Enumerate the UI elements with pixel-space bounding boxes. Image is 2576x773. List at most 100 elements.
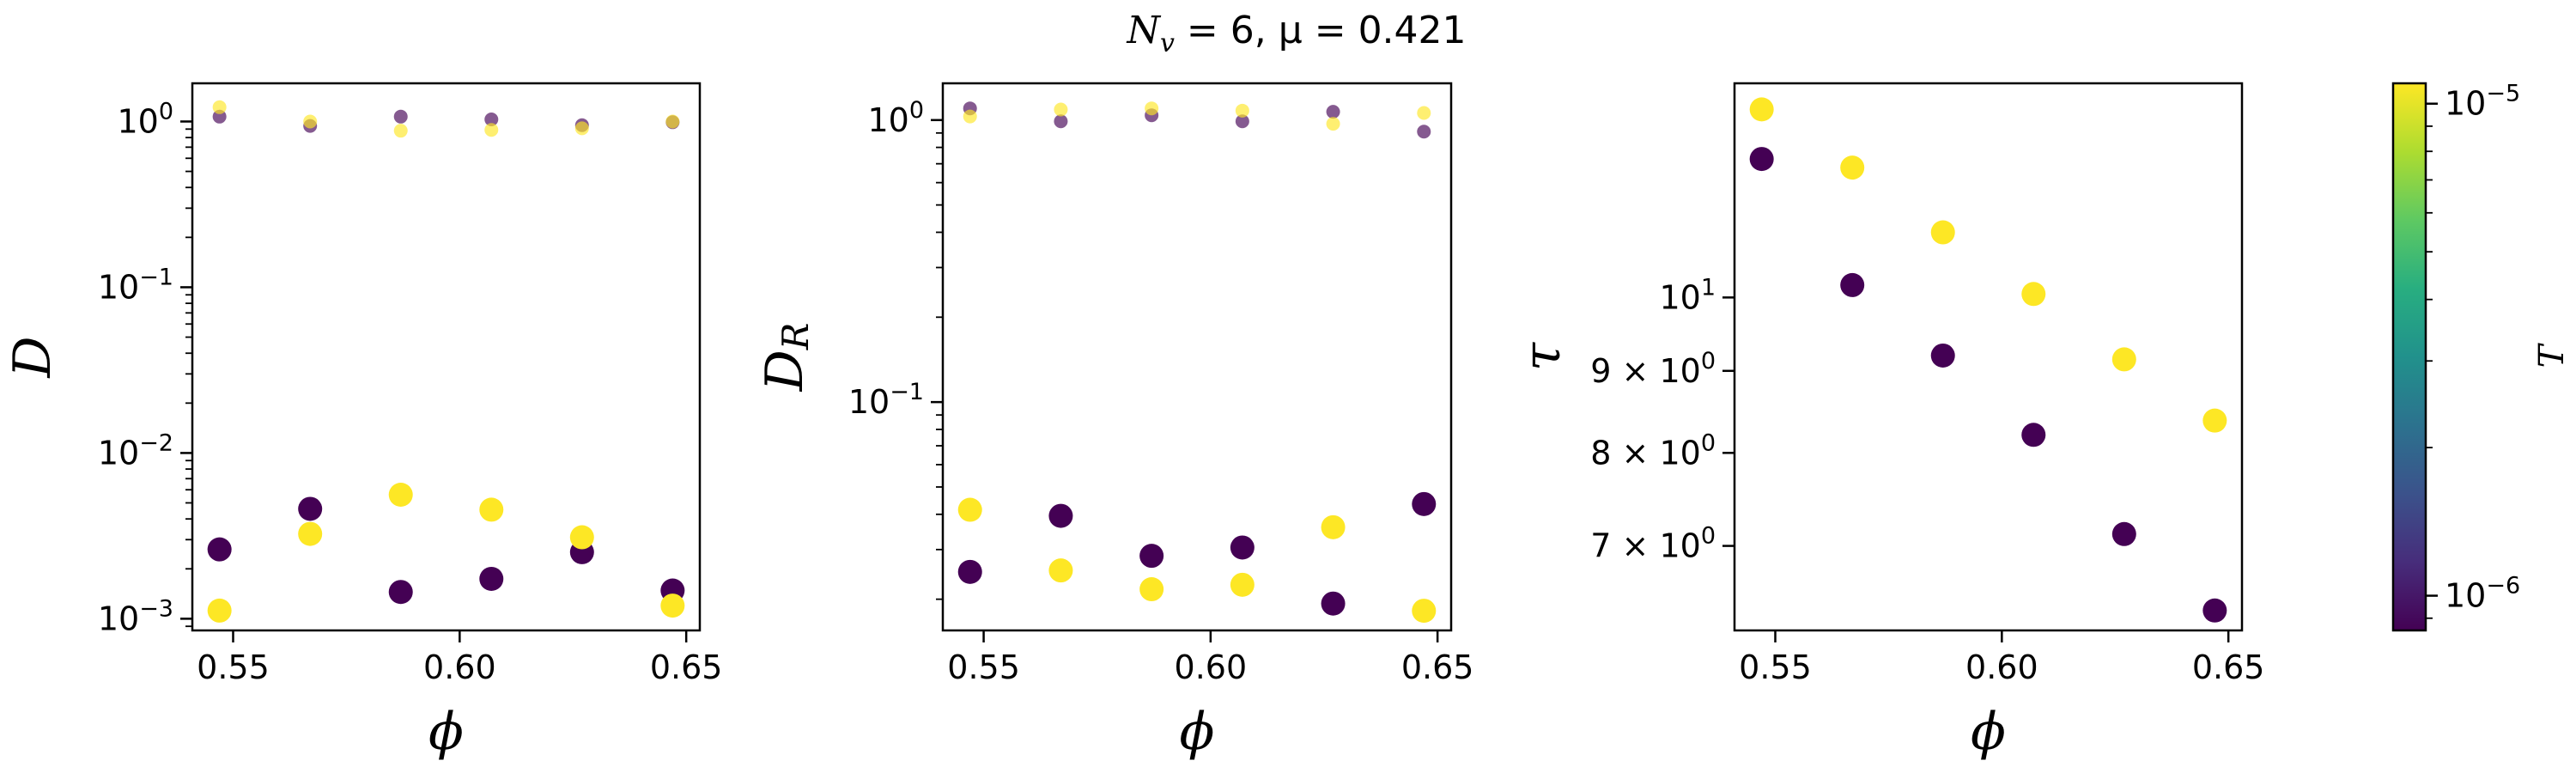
- data-point: [1139, 544, 1164, 569]
- data-point: [1326, 105, 1340, 119]
- data-point: [2111, 347, 2136, 372]
- data-point: [388, 580, 413, 605]
- minor-ticks: [936, 131, 943, 600]
- y-tick-label: 10−1: [848, 379, 924, 421]
- colorbar-tick-label: 10−6: [2445, 573, 2520, 615]
- data-point: [1840, 272, 1865, 297]
- data-point: [212, 100, 227, 114]
- panel-rotational-diffusion: 10−1 100 0.55 0.60 0.65 ϕ DR: [755, 82, 1474, 762]
- data-point: [2021, 423, 2046, 447]
- data-point: [574, 121, 589, 136]
- y-tick-label: 100: [867, 97, 924, 139]
- x-axis-label: ϕ: [1971, 702, 2006, 762]
- y-axis-label: D: [3, 336, 63, 378]
- series-2: [963, 101, 1431, 139]
- series-1: [1749, 97, 2227, 433]
- data-point: [1321, 591, 1346, 616]
- data-point: [1840, 155, 1865, 180]
- series-0: [1749, 147, 2227, 623]
- y-axis-label: τ: [1512, 342, 1572, 371]
- x-axis-label: ϕ: [1180, 702, 1215, 762]
- colorbar-label: T: [2532, 342, 2572, 368]
- series-3: [963, 101, 1431, 131]
- data-point: [212, 109, 227, 124]
- y-tick-label: 100: [117, 98, 173, 140]
- data-point: [1417, 106, 1431, 120]
- series-3: [212, 100, 680, 138]
- data-point: [388, 483, 413, 508]
- data-point: [1139, 577, 1164, 602]
- data-point: [1054, 102, 1068, 117]
- y-tick-label: 9 × 100: [1590, 348, 1716, 390]
- y-tick-label: 8 × 100: [1590, 429, 1716, 472]
- series-1: [207, 483, 685, 623]
- y-tick-label: 101: [1659, 274, 1716, 316]
- data-point: [393, 124, 408, 138]
- x-tick-label: 0.65: [650, 648, 723, 686]
- panel-diffusion: 10−3 10−2 10−1 100 0.55 0.60 0.65 ϕ D: [3, 82, 723, 762]
- x-tick-label: 0.55: [197, 648, 270, 686]
- data-point: [665, 114, 680, 129]
- data-point: [1145, 101, 1159, 116]
- x-tick-label: 0.60: [1175, 648, 1248, 686]
- y-tick-label: 7 × 100: [1590, 523, 1716, 565]
- y-tick-label: 10−1: [98, 264, 173, 306]
- data-point: [1412, 491, 1437, 516]
- data-point: [2021, 282, 2046, 307]
- x-tick-label: 0.55: [1739, 648, 1812, 686]
- data-point: [207, 598, 232, 623]
- data-point: [1749, 147, 1774, 172]
- colorbar: 10−6 10−5 T: [2391, 81, 2572, 632]
- colorbar-gradient: [2391, 82, 2427, 632]
- x-tick-label: 0.60: [423, 648, 496, 686]
- data-point: [1230, 572, 1255, 597]
- x-tick-label: 0.60: [1965, 648, 2038, 686]
- panel-relaxation-time: 7 × 100 8 × 100 9 × 100 101 0.55 0.60 0.65 ϕ τ: [1512, 82, 2265, 762]
- data-point: [2111, 521, 2136, 546]
- data-point: [298, 521, 323, 546]
- data-point: [1930, 343, 1955, 368]
- data-point: [1417, 125, 1431, 139]
- data-point: [963, 109, 977, 124]
- data-point: [1326, 117, 1340, 131]
- axes-frame: [191, 82, 702, 632]
- data-point: [484, 112, 499, 126]
- data-point: [303, 114, 318, 129]
- x-axis-label: ϕ: [428, 702, 464, 762]
- y-tick-label: 10−2: [98, 429, 173, 472]
- data-point: [479, 566, 504, 591]
- data-point: [298, 496, 323, 521]
- series-1: [957, 497, 1437, 624]
- data-point: [2202, 598, 2227, 623]
- data-point: [1412, 599, 1437, 624]
- data-point: [1930, 220, 1955, 245]
- data-point: [479, 497, 504, 522]
- x-tick-label: 0.55: [947, 648, 1020, 686]
- data-point: [1054, 114, 1068, 129]
- data-point: [1235, 103, 1249, 118]
- data-point: [1048, 558, 1073, 583]
- data-point: [569, 525, 594, 550]
- data-point: [957, 559, 982, 584]
- colorbar-ticks: 10−6 10−5: [2426, 81, 2520, 619]
- series-2: [212, 109, 680, 133]
- data-point: [660, 593, 685, 618]
- data-point: [207, 537, 232, 562]
- colorbar-tick-label: 10−5: [2445, 81, 2520, 123]
- axes-frame: [941, 82, 1453, 632]
- x-tick-label: 0.65: [1401, 648, 1474, 686]
- data-point: [1230, 535, 1255, 560]
- series-0: [957, 491, 1437, 616]
- data-point: [393, 109, 408, 124]
- y-tick-label: 10−3: [98, 595, 173, 637]
- data-point: [484, 123, 499, 137]
- data-point: [1048, 503, 1073, 528]
- axes-frame: [1733, 82, 2244, 632]
- y-axis-label: DR: [755, 323, 817, 393]
- data-point: [1235, 114, 1249, 129]
- data-point: [957, 497, 982, 522]
- data-point: [1749, 97, 1774, 122]
- series-0: [207, 496, 685, 605]
- x-tick-label: 0.65: [2192, 648, 2265, 686]
